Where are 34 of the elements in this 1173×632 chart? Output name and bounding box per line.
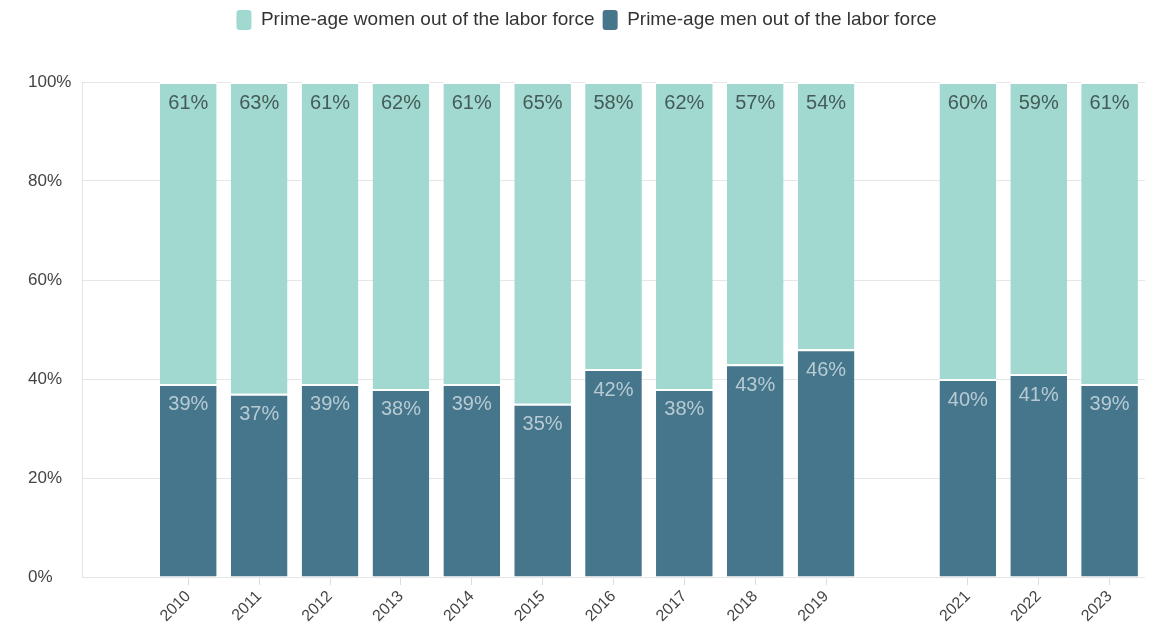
y-tick-label: 40% (28, 368, 63, 388)
data-label: 63% (239, 90, 280, 113)
y-tick-label: 80% (28, 170, 63, 190)
data-label: 61% (310, 90, 351, 113)
data-label: 35% (522, 412, 563, 435)
data-label: 39% (310, 392, 351, 415)
legend-label: Prime-age men out of the labor force (627, 8, 937, 30)
data-label: 62% (380, 90, 422, 113)
data-label: 59% (1018, 90, 1059, 113)
data-label: 40% (947, 387, 989, 410)
y-tick-label: 0% (28, 566, 53, 586)
legend-label: Prime-age women out of the labor force (260, 8, 595, 30)
data-label: 39% (451, 392, 492, 415)
data-label: 42% (593, 377, 634, 400)
data-label: 65% (522, 90, 563, 113)
data-label: 58% (593, 90, 634, 113)
data-label: 61% (451, 90, 492, 113)
data-label: 41% (1018, 382, 1059, 405)
y-tick-label: 100% (28, 71, 72, 91)
data-label: 38% (380, 397, 422, 420)
data-label: 39% (168, 392, 209, 415)
data-label: 46% (806, 357, 847, 380)
data-label: 54% (806, 90, 847, 113)
data-label: 60% (947, 90, 989, 113)
data-label: 43% (735, 372, 776, 395)
data-label: 39% (1089, 392, 1130, 415)
data-label: 61% (168, 90, 209, 113)
data-label: 57% (735, 90, 776, 113)
data-label: 62% (664, 90, 705, 113)
y-tick-label: 60% (28, 269, 63, 289)
data-label: 38% (664, 397, 705, 420)
data-label: 61% (1089, 90, 1130, 113)
data-label: 37% (239, 402, 280, 425)
y-tick-label: 20% (28, 467, 63, 487)
